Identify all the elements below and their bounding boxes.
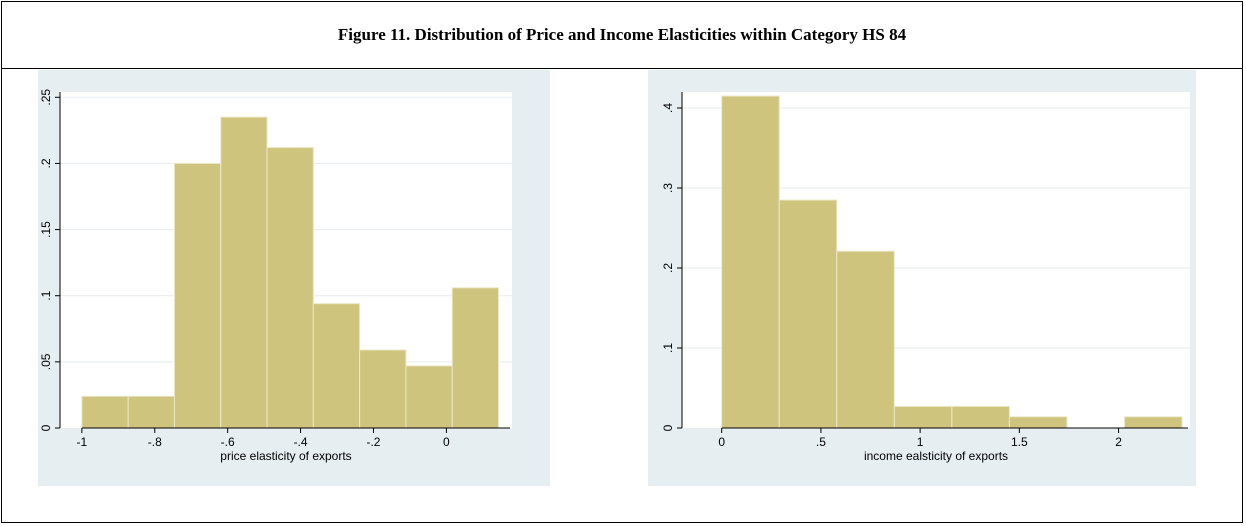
histogram-bar	[220, 116, 268, 429]
x-axis-title: price elasticity of exports	[220, 449, 351, 463]
histogram-bar	[1008, 416, 1068, 429]
y-tick-label: .2	[661, 263, 675, 273]
y-tick-label: 0	[661, 424, 675, 431]
figure-title-row: Figure 11. Distribution of Price and Inc…	[2, 2, 1242, 69]
y-tick-label: 0	[39, 424, 53, 431]
histogram-bar	[266, 147, 314, 429]
x-tick-label: 0	[443, 435, 450, 449]
y-tick-label: .1	[39, 290, 53, 300]
histogram-bar	[359, 349, 407, 429]
y-tick-label: .1	[661, 343, 675, 353]
x-axis-title: income ealsticity of exports	[864, 449, 1008, 463]
y-tick-label: .15	[39, 221, 53, 238]
y-tick-label: .3	[661, 183, 675, 193]
histogram-bar	[1124, 416, 1183, 429]
histogram-bar	[836, 250, 895, 429]
x-tick-label: 1.5	[1011, 435, 1028, 449]
x-tick-label: 2	[1115, 435, 1122, 449]
histogram-bar	[778, 199, 838, 429]
x-tick-label: -.2	[366, 435, 380, 449]
y-tick-label: .25	[39, 89, 53, 106]
histogram-bar	[721, 95, 780, 429]
histogram-bar	[312, 303, 361, 429]
x-tick-label: -.6	[221, 435, 235, 449]
histogram-bar	[951, 405, 1010, 429]
x-tick-label: -1	[77, 435, 88, 449]
x-tick-label: 1	[917, 435, 924, 449]
histogram-bar	[451, 287, 500, 429]
figure-title: Figure 11. Distribution of Price and Inc…	[337, 25, 907, 44]
income-elasticity-histogram: 0 .1 .2 .3 .4 0 .5 1 1.5 2 income ealsticity of ex…	[648, 70, 1196, 486]
y-tick-label: .05	[39, 353, 53, 370]
histogram-bar	[81, 395, 129, 429]
x-tick-label: -.8	[148, 435, 162, 449]
x-tick-label: 0	[718, 435, 725, 449]
x-tick-label: .5	[816, 435, 826, 449]
y-tick-label: .4	[661, 103, 675, 113]
y-tick-label: .2	[39, 158, 53, 168]
histogram-bar	[405, 365, 453, 429]
price-elasticity-histogram: 0 .05 .1 .15 .2 .25 -1 -.8 -.6 -.4 -.2 0 price elast…	[38, 70, 550, 486]
histogram-bar	[893, 405, 953, 429]
x-tick-label: -.4	[294, 435, 308, 449]
histogram-bar	[127, 395, 175, 429]
histogram-bar	[173, 162, 222, 429]
